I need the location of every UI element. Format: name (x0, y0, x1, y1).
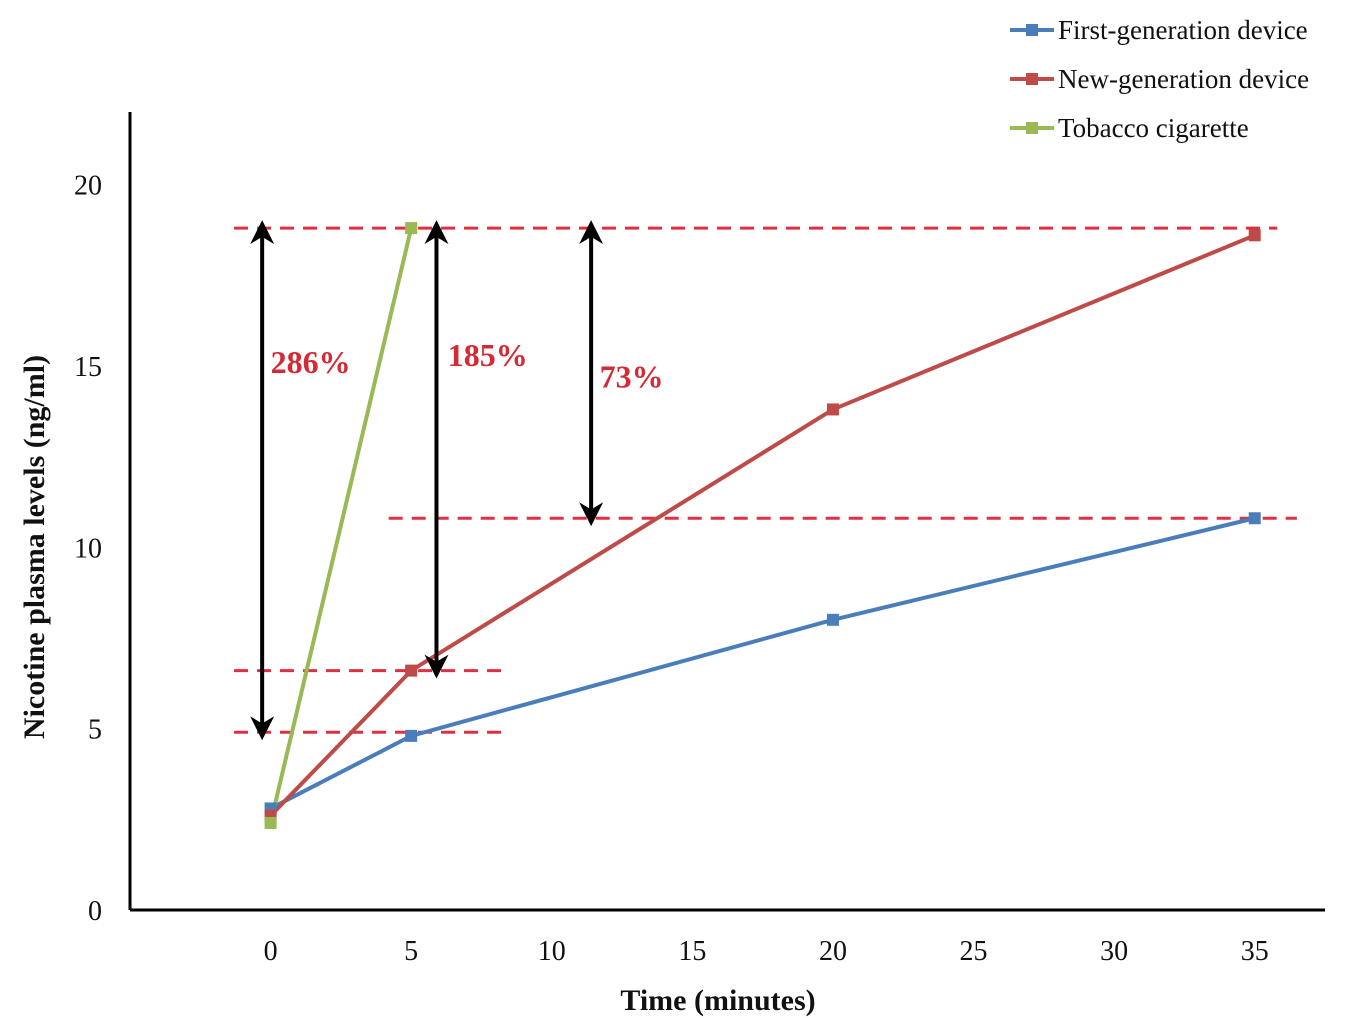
series-markers (264, 222, 1261, 829)
legend-label-first-generation-device: First-generation device (1058, 15, 1308, 45)
annotation-arrows (250, 220, 604, 741)
legend-item-first-generation-device: First-generation device (1010, 15, 1308, 45)
x-axis-title: Time (minutes) (620, 984, 815, 1017)
x-tick-label-0: 0 (264, 936, 278, 967)
plot-area: 286% 185% 73% (128, 112, 1325, 912)
data-point-first-generation-device-5 (405, 729, 418, 742)
data-point-new-generation-device-5 (405, 664, 418, 677)
legend-item-new-generation-device: New-generation device (1010, 64, 1309, 94)
x-tick-label-30: 30 (1100, 936, 1128, 967)
y-tick-label-5: 5 (88, 715, 102, 746)
y-tick-label-20: 20 (74, 171, 102, 202)
series-line-new-generation-device (269, 233, 1256, 818)
annotation-label-73: 73% (600, 359, 664, 395)
data-point-first-generation-device-35 (1248, 512, 1261, 525)
annotation-labels: 286% 185% 73% (271, 337, 664, 395)
series-line-tobacco-cigarette (268, 227, 414, 824)
axes (128, 112, 1325, 912)
legend-swatch-marker-first-generation-device (1026, 24, 1038, 36)
legend-label-new-generation-device: New-generation device (1058, 64, 1309, 94)
x-tick-label-20: 20 (819, 936, 847, 967)
x-tick-label-25: 25 (960, 936, 988, 967)
y-tick-label-15: 15 (74, 352, 102, 383)
x-tick-labels: 0 5 10 15 20 25 30 35 (264, 936, 1269, 967)
x-tick-label-5: 5 (404, 936, 418, 967)
x-tick-label-10: 10 (538, 936, 566, 967)
data-point-tobacco-cigarette-5 (405, 222, 418, 235)
legend-swatch-marker-tobacco-cigarette (1026, 122, 1038, 134)
data-point-tobacco-cigarette-0 (264, 816, 277, 829)
series-lines (268, 227, 1256, 824)
data-point-new-generation-device-35 (1248, 229, 1261, 242)
annotation-label-185: 185% (448, 337, 528, 373)
x-tick-label-35: 35 (1241, 936, 1269, 967)
y-tick-label-0: 0 (88, 896, 102, 927)
legend-label-tobacco-cigarette: Tobacco cigarette (1058, 113, 1249, 143)
x-tick-label-15: 15 (678, 936, 706, 967)
y-tick-labels: 0 5 10 15 20 (74, 171, 102, 927)
legend-swatch-marker-new-generation-device (1026, 73, 1038, 85)
legend-item-tobacco-cigarette: Tobacco cigarette (1010, 113, 1249, 143)
y-tick-label-10: 10 (74, 533, 102, 564)
legend: First-generation device New-generation de… (1010, 15, 1309, 143)
data-point-new-generation-device-20 (826, 403, 839, 416)
annotation-label-286: 286% (271, 344, 351, 380)
y-axis-title: Nicotine plasma levels (ng/ml) (18, 355, 51, 739)
series-line-first-generation-device (269, 516, 1256, 811)
data-point-first-generation-device-20 (826, 613, 839, 626)
